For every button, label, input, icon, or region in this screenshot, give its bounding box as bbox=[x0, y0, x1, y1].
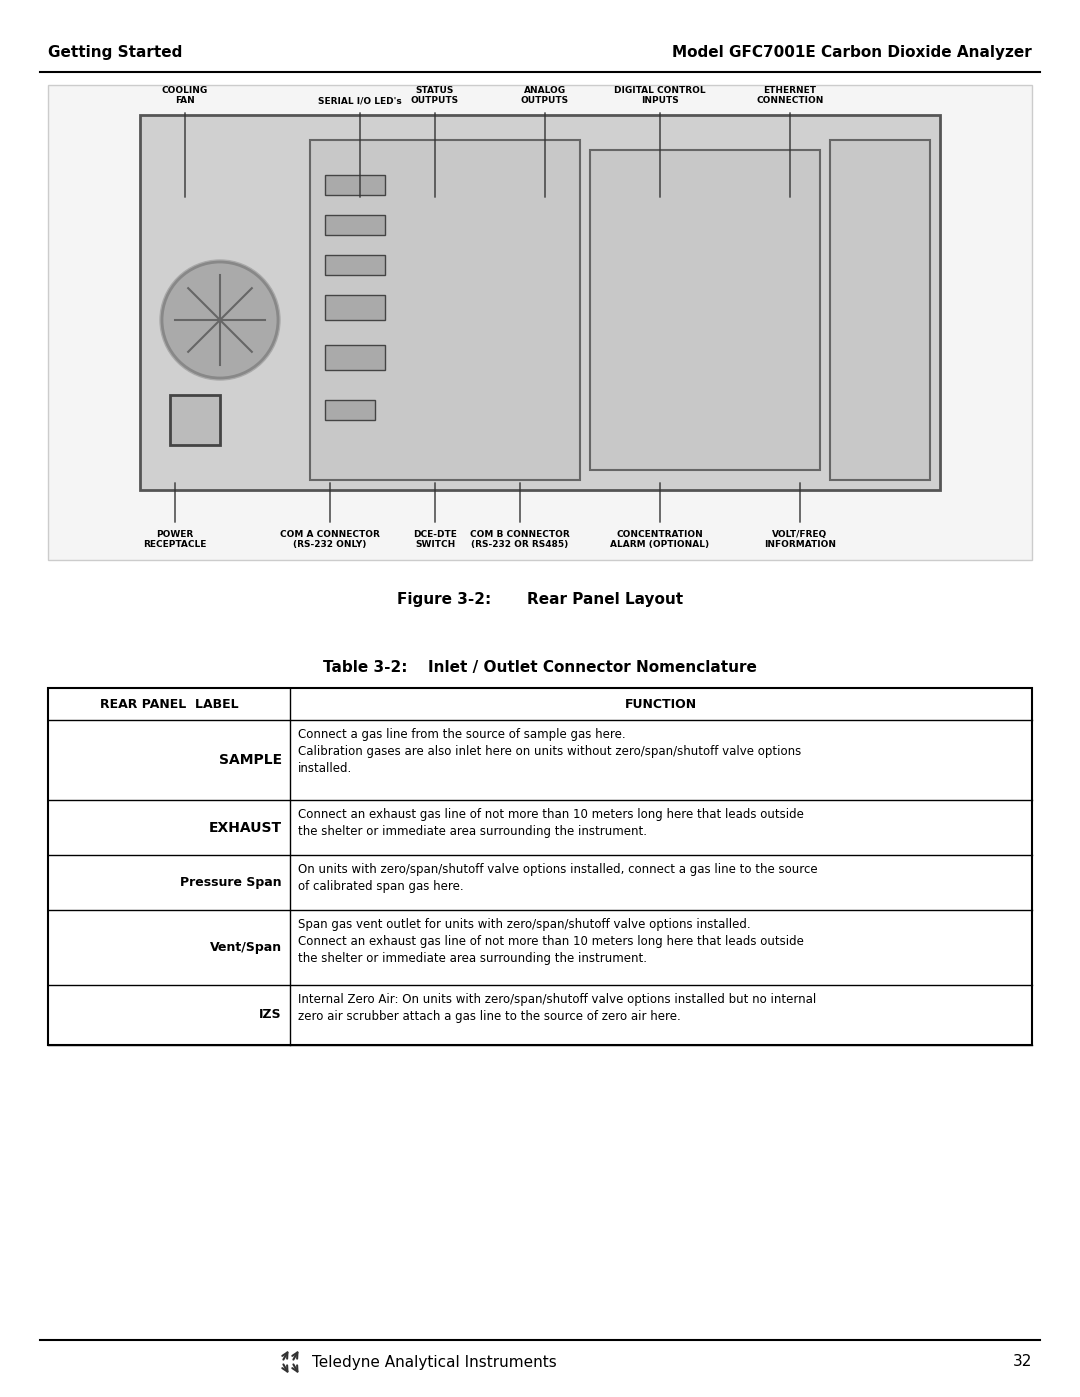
Bar bbox=[325, 345, 384, 370]
Bar bbox=[325, 295, 384, 320]
Text: Figure 3-2:   Rear Panel Layout: Figure 3-2: Rear Panel Layout bbox=[397, 592, 683, 608]
Text: Table 3-2:  Inlet / Outlet Connector Nomenclature: Table 3-2: Inlet / Outlet Connector Nome… bbox=[323, 659, 757, 675]
Text: Connect an exhaust gas line of not more than 10 meters long here that leads outs: Connect an exhaust gas line of not more … bbox=[298, 807, 804, 838]
Text: Teledyne Analytical Instruments: Teledyne Analytical Instruments bbox=[312, 1355, 557, 1369]
Text: 32: 32 bbox=[1013, 1355, 1032, 1369]
Text: Getting Started: Getting Started bbox=[48, 45, 183, 60]
Text: On units with zero/span/shutoff valve options installed, connect a gas line to t: On units with zero/span/shutoff valve op… bbox=[298, 863, 818, 893]
Bar bbox=[590, 149, 820, 469]
Bar bbox=[325, 400, 375, 420]
Text: FUNCTION: FUNCTION bbox=[625, 697, 697, 711]
Text: SAMPLE: SAMPLE bbox=[219, 753, 282, 767]
Bar bbox=[48, 85, 1032, 560]
Text: COM A CONNECTOR
(RS-232 ONLY): COM A CONNECTOR (RS-232 ONLY) bbox=[280, 529, 380, 549]
Bar bbox=[170, 395, 220, 446]
Text: CONCENTRATION
ALARM (OPTIONAL): CONCENTRATION ALARM (OPTIONAL) bbox=[610, 529, 710, 549]
Text: COM B CONNECTOR
(RS-232 OR RS485): COM B CONNECTOR (RS-232 OR RS485) bbox=[470, 529, 570, 549]
Bar bbox=[140, 115, 940, 490]
Text: ETHERNET
CONNECTION: ETHERNET CONNECTION bbox=[756, 85, 824, 105]
Bar bbox=[325, 175, 384, 196]
Bar bbox=[325, 256, 384, 275]
Bar bbox=[310, 140, 580, 481]
Text: STATUS
OUTPUTS: STATUS OUTPUTS bbox=[410, 85, 459, 105]
Circle shape bbox=[160, 260, 280, 380]
Text: DCE-DTE
SWITCH: DCE-DTE SWITCH bbox=[413, 529, 457, 549]
Text: Pressure Span: Pressure Span bbox=[180, 876, 282, 888]
Text: VOLT/FREQ
INFORMATION: VOLT/FREQ INFORMATION bbox=[764, 529, 836, 549]
Text: Vent/Span: Vent/Span bbox=[210, 942, 282, 954]
Text: REAR PANEL  LABEL: REAR PANEL LABEL bbox=[99, 697, 239, 711]
Text: IZS: IZS bbox=[259, 1009, 282, 1021]
Text: Connect a gas line from the source of sample gas here.
Calibration gases are als: Connect a gas line from the source of sa… bbox=[298, 728, 801, 775]
Text: ANALOG
OUTPUTS: ANALOG OUTPUTS bbox=[521, 85, 569, 105]
Text: Internal Zero Air: On units with zero/span/shutoff valve options installed but n: Internal Zero Air: On units with zero/sp… bbox=[298, 993, 816, 1023]
Text: POWER
RECEPTACLE: POWER RECEPTACLE bbox=[144, 529, 206, 549]
Bar bbox=[831, 140, 930, 481]
Bar bbox=[325, 215, 384, 235]
Text: DIGITAL CONTROL
INPUTS: DIGITAL CONTROL INPUTS bbox=[615, 85, 706, 105]
Bar bbox=[48, 687, 1032, 1045]
Text: Model GFC7001E Carbon Dioxide Analyzer: Model GFC7001E Carbon Dioxide Analyzer bbox=[672, 45, 1032, 60]
Text: Span gas vent outlet for units with zero/span/shutoff valve options installed.
C: Span gas vent outlet for units with zero… bbox=[298, 918, 804, 965]
Text: SERIAL I/O LED's: SERIAL I/O LED's bbox=[319, 96, 402, 105]
Text: COOLING
FAN: COOLING FAN bbox=[162, 85, 208, 105]
Text: EXHAUST: EXHAUST bbox=[208, 820, 282, 834]
